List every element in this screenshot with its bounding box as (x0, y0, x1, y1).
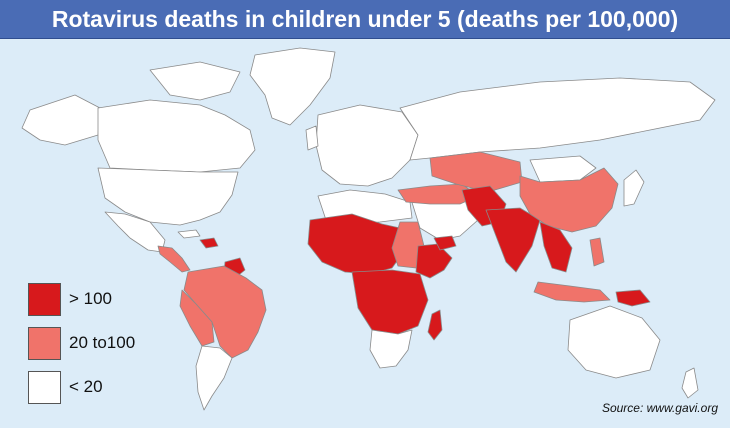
region-alaska (21, 94, 101, 146)
legend-swatch-high (28, 283, 61, 316)
region-papua-new-guinea (615, 289, 651, 307)
region-australia (567, 305, 661, 379)
region-west-africa (307, 213, 406, 275)
source-credit: Source: www.gavi.org (601, 401, 718, 415)
region-united-states (97, 167, 239, 226)
world-map (21, 47, 716, 411)
legend-label: > 100 (69, 289, 113, 308)
region-madagascar (427, 309, 443, 341)
region-caribbean-haiti (199, 237, 219, 249)
region-mongolia (529, 155, 597, 183)
region-china (519, 167, 619, 233)
region-central-africa (351, 269, 429, 335)
map-title: Rotavirus deaths in children under 5 (de… (0, 0, 730, 39)
region-yemen (433, 235, 457, 251)
legend-swatch-medium (28, 327, 61, 360)
region-central-asia (429, 151, 523, 193)
region-russia (399, 77, 716, 161)
region-japan (623, 169, 645, 207)
region-indonesia (533, 281, 611, 303)
legend-label: < 20 (69, 377, 103, 396)
region-horn-of-africa (415, 243, 453, 279)
region-southern-cone (195, 345, 233, 411)
region-uk (305, 125, 319, 151)
region-philippines (589, 237, 605, 267)
region-europe (315, 104, 419, 187)
region-canada (97, 99, 256, 173)
region-southeast-asia (539, 221, 573, 273)
region-india (485, 207, 541, 273)
region-andes (179, 289, 215, 347)
region-new-zealand (681, 367, 699, 399)
legend-swatch-low (28, 371, 61, 404)
region-central-america (157, 245, 191, 273)
legend-label: 20 to100 (69, 333, 136, 352)
region-caribbean-cuba (177, 229, 201, 239)
region-southern-africa (369, 329, 413, 369)
region-greenland (249, 47, 336, 126)
region-arctic-islands (149, 61, 241, 101)
